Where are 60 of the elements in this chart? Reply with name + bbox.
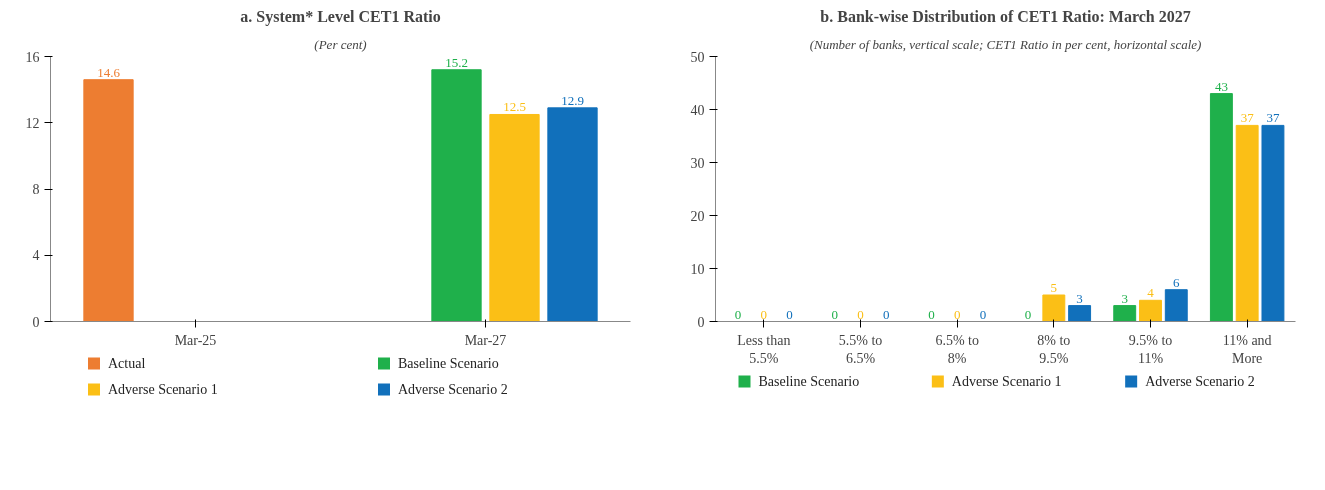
data-label: 6 [1173,274,1181,290]
data-label: 0 [831,306,838,322]
legend-label: Actual [108,356,146,371]
legend-label: Adverse Scenario 1 [951,374,1062,389]
y-tick-label: 0 [32,314,40,330]
data-label: 0 [734,306,742,322]
x-tick-label: 9.5% to 11% [1128,332,1173,366]
y-tick-label: 40 [690,102,705,118]
data-label: 0 [953,306,961,322]
x-tick-label: Less than 5.5% [737,332,791,366]
bar [1113,305,1137,322]
y-tick-label: 8 [32,182,40,197]
data-label: 15.2 [445,54,468,70]
y-tick-label: 4 [32,248,40,264]
data-label: 0 [786,306,793,322]
legend-label: Baseline Scenario [758,374,860,389]
chart-title: a. System* Level CET1 Ratio [240,7,441,26]
bar [1164,289,1188,322]
data-label: 43 [1214,78,1228,94]
y-tick-label: 20 [690,208,705,224]
data-label: 0 [1024,306,1032,322]
legend-label: Adverse Scenario 2 [398,382,508,397]
y-tick-label: 12 [25,115,40,131]
data-label: 37 [1240,110,1255,126]
bar [1139,299,1162,322]
x-tick-label: Mar-27 [464,332,507,348]
data-label: 12.5 [503,99,526,115]
x-tick-label: Mar-25 [174,332,217,348]
chart-subtitle: (Number of banks, vertical scale; CET1 Ratio in per cent, horizontal scale) [809,36,1202,52]
data-label: 0 [760,306,768,322]
x-tick-label: 8% to 9.5% [1037,332,1071,366]
bar [1068,305,1092,322]
data-label: 3 [1076,290,1083,306]
y-tick-label: 16 [25,49,40,65]
data-label: 14.6 [97,64,121,80]
chart-title: b. Bank-wise Distribution of CET1 Ratio: March 2027 [820,7,1191,25]
bar [1261,124,1285,322]
x-tick-label: 6.5% to 8% [935,332,979,366]
y-tick-label: 0 [697,314,705,330]
data-label: 3 [1121,290,1128,306]
data-label: 12.9 [561,92,584,108]
data-label: 5 [1050,280,1058,295]
x-tick-label: 11% and More [1222,332,1272,366]
y-tick-label: 30 [690,155,705,171]
data-label: 0 [979,306,987,322]
legend-label: Adverse Scenario 1 [108,382,218,397]
legend-label: Adverse Scenario 2 [1145,374,1255,389]
y-tick-label: 10 [690,261,705,277]
bar [1209,93,1233,322]
y-tick-label: 50 [690,49,705,65]
chart-subtitle: (Per cent) [314,36,367,52]
data-label: 0 [883,306,890,322]
legend-label: Baseline Scenario [398,356,499,371]
data-label: 0 [857,306,864,322]
bar [1235,124,1259,322]
data-label: 0 [928,306,935,322]
x-tick-label: 5.5% to 6.5% [838,332,883,366]
data-label: 4 [1147,285,1155,301]
data-label: 37 [1266,110,1280,126]
bar [1042,294,1066,322]
